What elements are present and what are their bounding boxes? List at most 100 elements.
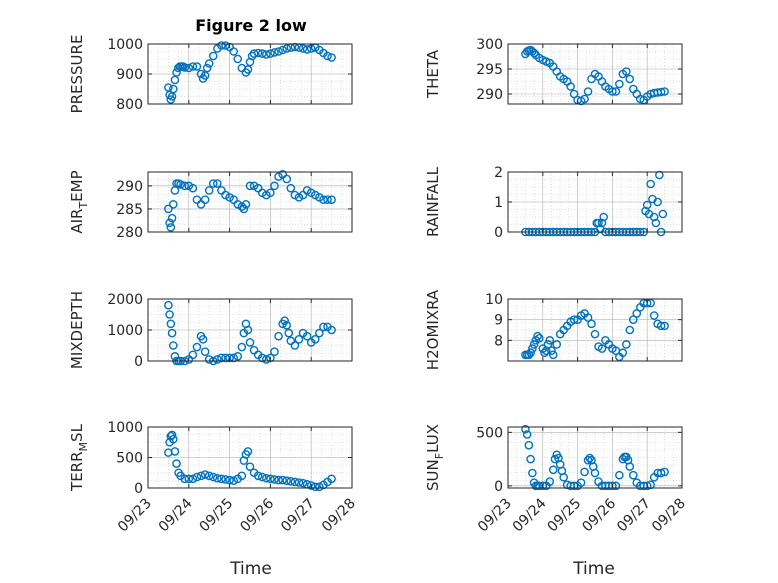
y-tick-label: 290 — [476, 87, 503, 103]
data-point — [323, 51, 332, 61]
data-point — [192, 62, 202, 71]
data-point — [315, 328, 324, 338]
data-point — [642, 481, 652, 491]
y-tick-label: 280 — [116, 225, 143, 241]
data-point — [270, 48, 279, 57]
data-point — [583, 455, 593, 465]
data-point — [315, 482, 324, 492]
data-point — [533, 331, 542, 341]
axes-box — [507, 43, 683, 105]
data-point — [196, 471, 206, 481]
data-point — [200, 195, 210, 204]
data-point — [526, 454, 535, 464]
data-point — [290, 42, 300, 52]
y-tick-label: 500 — [116, 451, 143, 467]
data-point — [628, 315, 638, 324]
x-tick-label: 09/26 — [237, 495, 277, 535]
data-point — [529, 48, 539, 58]
data-point — [528, 344, 537, 353]
data-point — [243, 447, 253, 456]
data-point — [608, 87, 617, 96]
data-point — [628, 470, 638, 480]
data-point — [180, 63, 190, 72]
data-point — [213, 179, 222, 188]
x-tick-label: 09/24 — [156, 495, 196, 535]
data-point — [257, 472, 267, 482]
data-point — [594, 218, 603, 228]
data-point — [278, 45, 287, 55]
data-point — [642, 200, 652, 210]
data-point — [548, 350, 558, 360]
x-tick-label: 09/24 — [510, 495, 550, 535]
data-point — [658, 209, 668, 219]
x-tick-label: 09/26 — [579, 495, 619, 535]
data-point — [188, 474, 198, 484]
data-point — [188, 62, 198, 71]
data-point — [526, 348, 535, 358]
data-point — [547, 346, 556, 355]
data-point — [237, 342, 247, 352]
data-point — [656, 321, 666, 331]
data-point — [200, 470, 210, 479]
data-point — [524, 350, 534, 360]
data-point — [233, 352, 243, 361]
data-point — [622, 67, 631, 76]
data-point — [286, 183, 296, 193]
subplot-5: 0 1000 2000 MIXDEPTH — [68, 291, 353, 370]
y-tick-label: 8 — [494, 333, 503, 349]
y-tick-label: 2000 — [107, 292, 143, 308]
data-point — [245, 181, 255, 191]
x-tick-label: 09/25 — [197, 496, 237, 536]
data-point — [237, 471, 247, 481]
data-point — [538, 481, 548, 491]
data-point — [168, 200, 178, 209]
data-point — [274, 475, 283, 485]
data-point — [319, 322, 328, 332]
data-point — [580, 467, 589, 477]
data-point — [618, 348, 628, 358]
figure-title: Figure 2 low — [195, 16, 307, 35]
data-point — [646, 298, 655, 308]
axes-box — [507, 426, 683, 489]
data-point — [164, 204, 173, 214]
data-point — [229, 47, 238, 56]
x-tick-label: 09/25 — [545, 496, 585, 536]
data-point — [274, 331, 283, 341]
data-point — [327, 53, 336, 62]
data-point — [543, 340, 553, 349]
data-point — [319, 195, 328, 204]
data-point — [282, 44, 292, 53]
data-point — [323, 195, 332, 204]
data-point — [208, 472, 218, 482]
data-point — [615, 79, 624, 89]
data-point — [529, 340, 539, 349]
y-tick-label: 1 — [494, 195, 503, 211]
data-point — [550, 454, 560, 464]
data-point — [524, 440, 534, 450]
data-point — [225, 475, 234, 485]
data-point — [168, 341, 178, 350]
data-point — [200, 71, 210, 80]
y-axis-label: RAINFALL — [424, 166, 442, 237]
data-point — [266, 188, 275, 198]
data-point — [286, 476, 296, 486]
data-point — [270, 181, 279, 191]
y-tick-label: 290 — [116, 179, 143, 195]
y-tick-label: 300 — [476, 37, 503, 53]
y-tick-label: 0 — [494, 225, 503, 241]
y-tick-label: 1000 — [107, 323, 143, 339]
data-point — [196, 69, 206, 79]
data-point — [192, 342, 202, 352]
data-point — [239, 204, 249, 214]
data-point — [253, 48, 263, 58]
y-tick-label: 1000 — [107, 420, 143, 436]
data-point — [653, 197, 662, 207]
data-point — [262, 50, 271, 59]
data-point — [266, 474, 275, 484]
data-point — [282, 321, 292, 330]
data-point — [615, 470, 624, 480]
data-point — [625, 462, 635, 471]
data-point — [310, 334, 320, 344]
data-point — [200, 347, 210, 357]
data-point — [559, 472, 568, 482]
